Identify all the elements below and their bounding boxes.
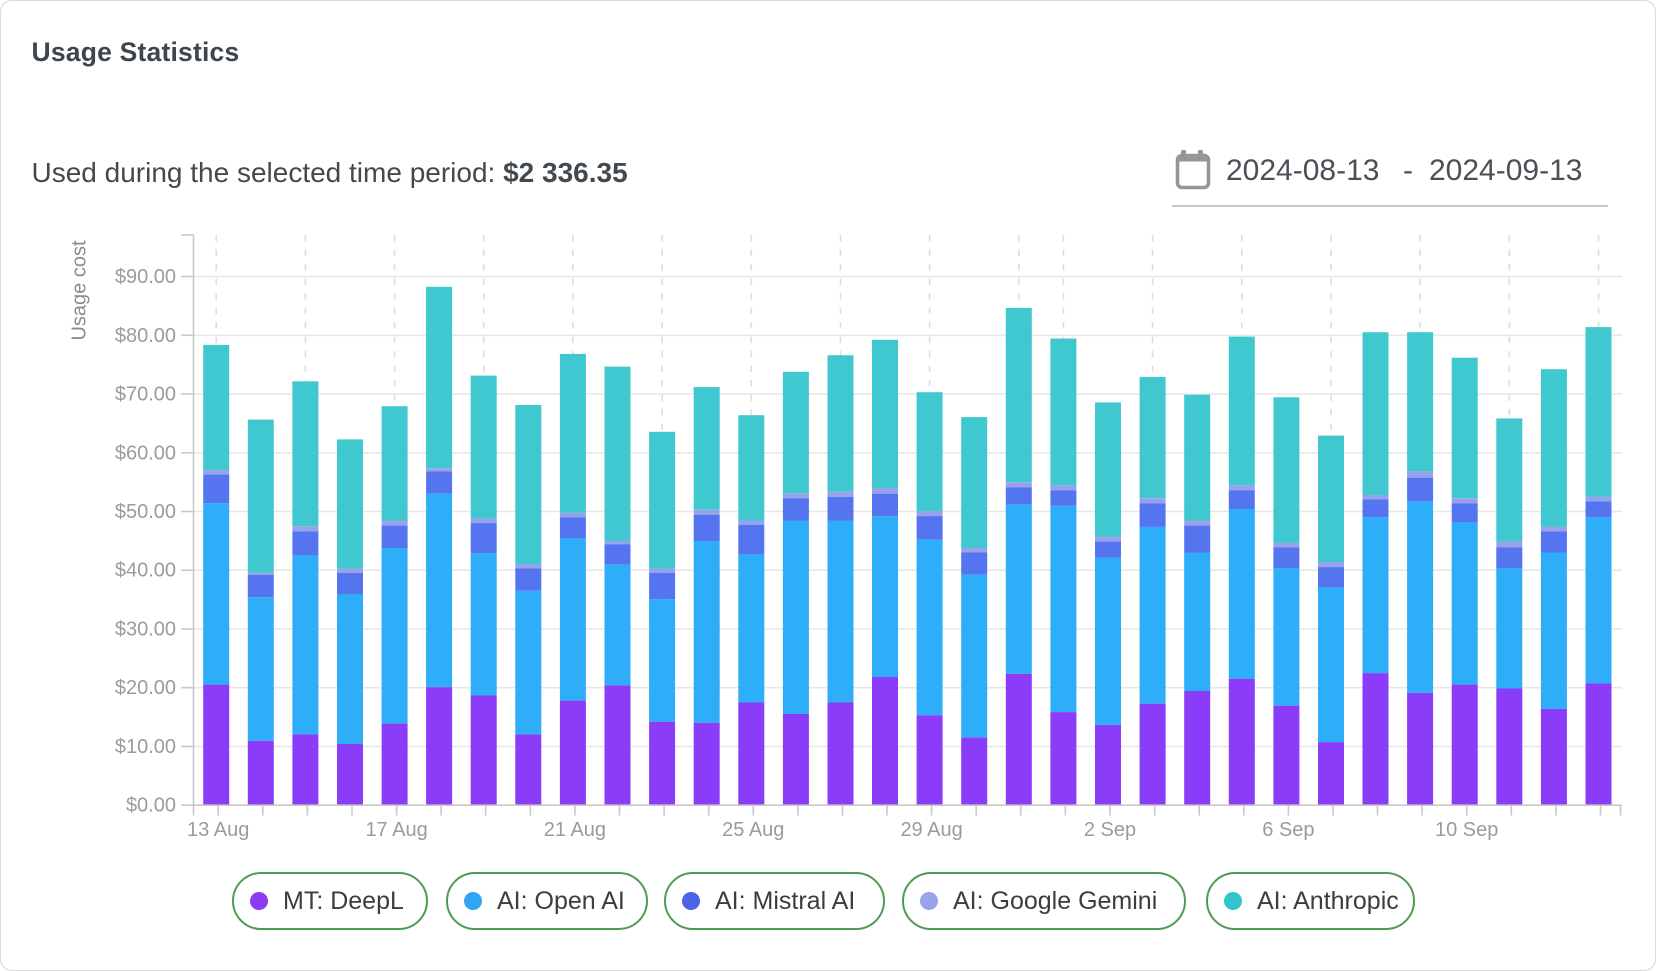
svg-text:$40.00: $40.00 <box>115 560 176 582</box>
svg-text:21 Aug: 21 Aug <box>544 819 606 841</box>
svg-text:$20.00: $20.00 <box>115 677 176 699</box>
svg-text:$60.00: $60.00 <box>115 442 176 464</box>
svg-text:25 Aug: 25 Aug <box>722 819 784 841</box>
svg-text:$10.00: $10.00 <box>115 736 176 758</box>
svg-text:29 Aug: 29 Aug <box>900 819 962 841</box>
svg-text:6 Sep: 6 Sep <box>1262 819 1314 841</box>
svg-text:$30.00: $30.00 <box>115 619 176 641</box>
svg-text:17 Aug: 17 Aug <box>365 819 427 841</box>
svg-text:$80.00: $80.00 <box>115 325 176 347</box>
svg-text:2 Sep: 2 Sep <box>1084 819 1136 841</box>
svg-text:$50.00: $50.00 <box>115 501 176 523</box>
svg-text:$0.00: $0.00 <box>126 795 176 817</box>
svg-text:Usage cost: Usage cost <box>69 240 91 340</box>
svg-text:13 Aug: 13 Aug <box>187 819 249 841</box>
svg-text:$90.00: $90.00 <box>115 266 176 288</box>
svg-text:$70.00: $70.00 <box>115 384 176 406</box>
svg-text:10 Sep: 10 Sep <box>1435 819 1498 841</box>
